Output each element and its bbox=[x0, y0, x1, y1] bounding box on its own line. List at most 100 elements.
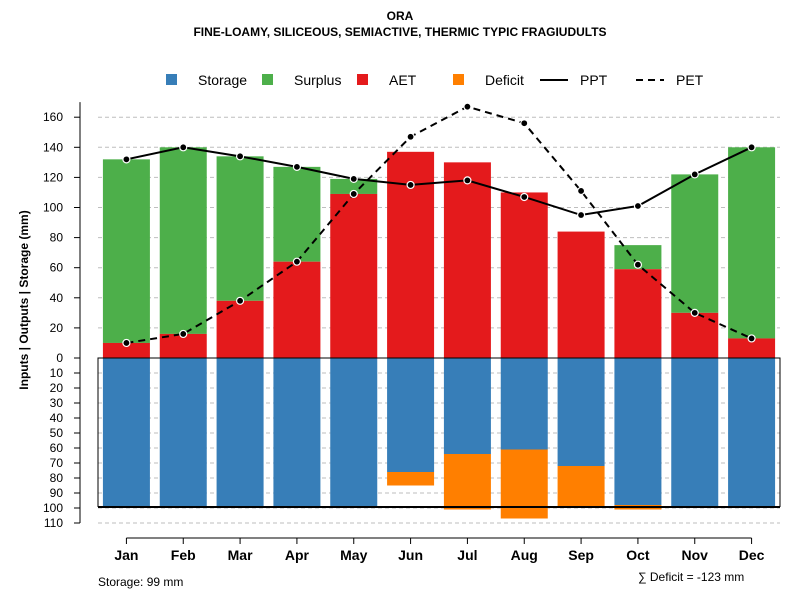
x-tick-label: Dec bbox=[739, 547, 765, 563]
y-tick-label: 140 bbox=[43, 140, 63, 154]
x-tick-label: Mar bbox=[228, 547, 253, 563]
y-tick-label: 120 bbox=[43, 170, 63, 184]
pet-line-point bbox=[292, 257, 302, 266]
ppt-line-point bbox=[633, 201, 643, 211]
storage-bar bbox=[387, 358, 435, 472]
surplus-bar bbox=[216, 156, 264, 301]
surplus-bar bbox=[330, 178, 378, 194]
aet-bar bbox=[273, 261, 321, 358]
x-tick-label: Aug bbox=[511, 547, 538, 563]
pet-line-point bbox=[349, 189, 358, 199]
y-tick-label: 40 bbox=[50, 291, 64, 305]
deficit-bar bbox=[443, 454, 491, 510]
aet-bar bbox=[500, 192, 548, 358]
ppt-line-point bbox=[292, 162, 302, 171]
surplus-bar bbox=[728, 147, 776, 339]
legend-pet-label: PET bbox=[676, 72, 704, 88]
y-tick-label: 40 bbox=[50, 411, 64, 425]
deficit-bar bbox=[387, 472, 435, 486]
y-tick-label: 160 bbox=[43, 110, 63, 124]
x-tick-label: Jan bbox=[114, 547, 138, 563]
chart-title: ORA bbox=[386, 9, 414, 23]
storage-bar bbox=[728, 358, 776, 507]
pet-line-point bbox=[633, 260, 643, 269]
y-tick-label: 60 bbox=[50, 261, 64, 275]
ppt-line-point bbox=[690, 170, 699, 179]
deficit-note: ∑ Deficit = -123 mm bbox=[638, 570, 745, 584]
aet-bar bbox=[443, 162, 491, 358]
x-tick-label: Nov bbox=[682, 547, 709, 563]
storage-bar bbox=[500, 358, 548, 450]
x-tick-label: Feb bbox=[171, 547, 196, 563]
y-tick-label: 80 bbox=[50, 231, 64, 245]
y-tick-label: 50 bbox=[50, 426, 64, 440]
aet-bar bbox=[728, 338, 776, 358]
legend-aet-label: AET bbox=[389, 72, 417, 88]
legend-storage-label: Storage bbox=[198, 72, 247, 88]
y-tick-label: 90 bbox=[50, 486, 64, 500]
aet-bar bbox=[557, 231, 605, 358]
storage-note: Storage: 99 mm bbox=[98, 575, 184, 589]
legend-ppt-label: PPT bbox=[580, 72, 608, 88]
ppt-line-point bbox=[520, 192, 529, 202]
storage-bar bbox=[557, 358, 605, 466]
ppt-line-point bbox=[179, 143, 188, 152]
deficit-bar bbox=[557, 466, 605, 508]
y-tick-label: 20 bbox=[50, 381, 64, 395]
storage-bar bbox=[273, 358, 321, 507]
pet-line-point bbox=[406, 132, 415, 141]
ppt-line bbox=[126, 146, 753, 217]
axes: 0204060801001201401601020304050607080901… bbox=[17, 102, 781, 563]
y-tick-label: 20 bbox=[50, 321, 64, 335]
y-tick-label: 100 bbox=[43, 501, 63, 515]
x-tick-label: May bbox=[340, 547, 367, 563]
storage-bar bbox=[443, 358, 491, 454]
ppt-line-point bbox=[122, 155, 131, 164]
surplus-bar bbox=[671, 174, 719, 313]
y-tick-label: 60 bbox=[50, 441, 64, 455]
ppt-line-point bbox=[406, 180, 415, 190]
pet-line-point bbox=[690, 308, 699, 317]
pet-line-point bbox=[122, 338, 131, 348]
x-tick-label: Oct bbox=[626, 547, 650, 563]
ppt-line-point bbox=[349, 174, 358, 184]
chart-subtitle: FINE-LOAMY, SILICEOUS, SEMIACTIVE, THERM… bbox=[193, 25, 607, 39]
pet-line-point bbox=[463, 102, 472, 111]
storage-bar bbox=[102, 358, 150, 507]
pet-line-point bbox=[576, 186, 586, 196]
pet-line bbox=[126, 105, 752, 344]
storage-panel-frame bbox=[97, 357, 781, 507]
storage-bar bbox=[159, 358, 207, 507]
aet-bar bbox=[216, 300, 264, 358]
x-tick-label: Apr bbox=[285, 547, 310, 563]
ppt-line-point bbox=[747, 143, 756, 152]
ppt-line-point bbox=[235, 152, 245, 161]
legend-aet-swatch bbox=[357, 74, 368, 85]
y-tick-label: 10 bbox=[50, 366, 64, 380]
surplus-bar bbox=[159, 147, 207, 334]
storage-bar bbox=[671, 358, 719, 507]
y-tick-label: 110 bbox=[44, 516, 63, 530]
y-tick-label: 100 bbox=[43, 201, 63, 215]
gridlines bbox=[98, 116, 780, 524]
x-tick-label: Sep bbox=[568, 547, 594, 563]
lines bbox=[122, 102, 756, 348]
storage-bar bbox=[330, 358, 378, 507]
ppt-line-point bbox=[576, 210, 586, 220]
bars bbox=[102, 147, 776, 519]
legend-storage-swatch bbox=[166, 74, 177, 85]
storage-bar bbox=[614, 358, 662, 505]
legend-surplus-label: Surplus bbox=[294, 72, 341, 88]
pet-line-point bbox=[747, 334, 756, 343]
surplus-bar bbox=[102, 159, 150, 343]
x-tick-label: Jul bbox=[457, 547, 477, 563]
pet-line-point bbox=[179, 329, 188, 339]
pet-line-point bbox=[520, 119, 529, 128]
y-tick-label: 80 bbox=[50, 471, 64, 485]
legend: Storage Surplus AET Deficit PPT PET bbox=[166, 72, 704, 88]
y-tick-label: 30 bbox=[50, 396, 64, 410]
ppt-line-point bbox=[463, 176, 472, 185]
legend-deficit-label: Deficit bbox=[485, 72, 524, 88]
aet-bar bbox=[614, 269, 662, 358]
